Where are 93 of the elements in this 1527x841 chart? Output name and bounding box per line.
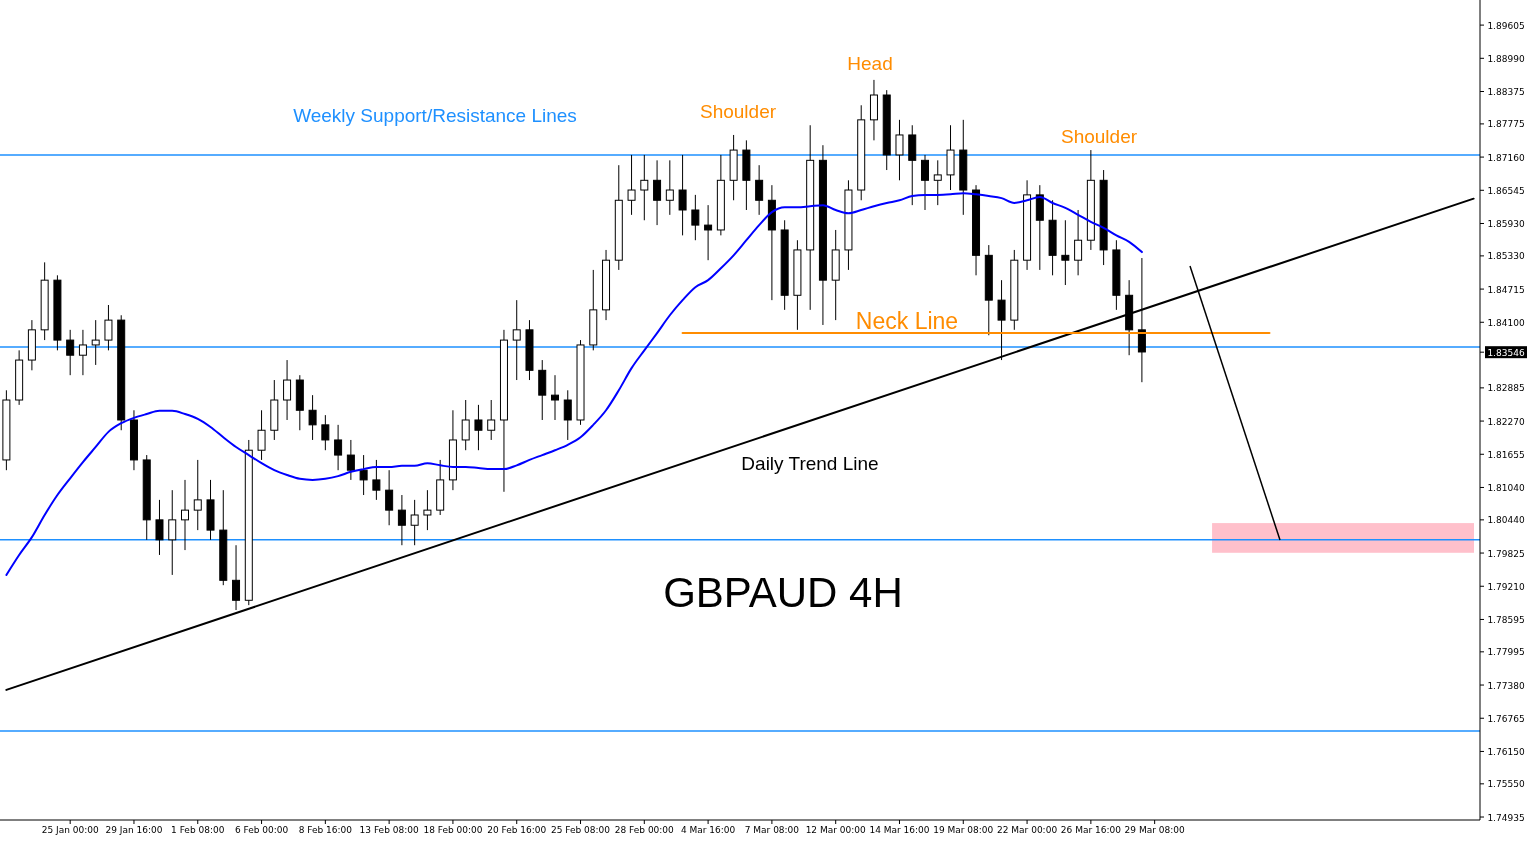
y-tick-label: 1.88375 bbox=[1487, 87, 1525, 97]
candlestick bbox=[653, 159, 662, 226]
x-tick-label: 25 Jan 00:00 bbox=[41, 825, 99, 835]
candlestick bbox=[359, 454, 368, 496]
annotation: Head bbox=[847, 53, 893, 74]
candlestick bbox=[704, 204, 713, 261]
x-tick-label: 1 Feb 08:00 bbox=[171, 825, 225, 835]
y-tick-label: 1.76150 bbox=[1487, 746, 1525, 757]
x-tick-label: 19 Mar 08:00 bbox=[933, 825, 994, 835]
y-tick-label: 1.79210 bbox=[1487, 581, 1525, 592]
annotation: Neck Line bbox=[855, 308, 959, 334]
candlestick bbox=[410, 499, 419, 546]
candlestick bbox=[921, 154, 929, 211]
candlestick bbox=[627, 154, 636, 216]
x-tick-label: 14 Mar 16:00 bbox=[869, 825, 930, 835]
x-tick-label: 29 Jan 16:00 bbox=[105, 825, 163, 835]
y-tick-label: 1.85930 bbox=[1487, 218, 1525, 229]
candlestick bbox=[1061, 219, 1070, 286]
candlestick bbox=[193, 459, 202, 531]
y-tick-label: 1.86545 bbox=[1487, 185, 1525, 196]
candlestick bbox=[283, 359, 292, 421]
x-tick-label: 6 Feb 00:00 bbox=[234, 825, 289, 835]
candlestick bbox=[321, 414, 330, 451]
y-tick-label: 1.80440 bbox=[1487, 515, 1525, 526]
candlestick bbox=[997, 279, 1006, 361]
x-tick-label: 28 Feb 00:00 bbox=[614, 825, 675, 835]
x-tick-label: 8 Feb 16:00 bbox=[298, 825, 353, 835]
candlestick bbox=[91, 319, 100, 366]
candlestick bbox=[168, 489, 177, 576]
y-tick-label: 1.89605 bbox=[1487, 20, 1525, 31]
candlestick bbox=[308, 394, 317, 441]
candlestick bbox=[1137, 257, 1146, 383]
candlestick bbox=[346, 439, 355, 481]
y-tick-label: 1.77995 bbox=[1487, 647, 1525, 658]
candlestick bbox=[104, 304, 113, 351]
x-tick-label: 29 Mar 08:00 bbox=[1124, 825, 1185, 835]
x-tick-label: 7 Mar 08:00 bbox=[744, 825, 800, 835]
annotation: Weekly Support/Resistance Lines bbox=[293, 105, 577, 126]
annotation: Shoulder bbox=[1060, 126, 1138, 147]
candlestick bbox=[933, 159, 942, 206]
candlestick bbox=[640, 154, 649, 221]
candlestick bbox=[385, 469, 394, 526]
candlestick bbox=[563, 389, 572, 441]
candlestick bbox=[397, 494, 406, 546]
annotation: Shoulder bbox=[699, 101, 777, 122]
candlestick bbox=[678, 154, 687, 236]
y-tick-label: 1.76765 bbox=[1487, 713, 1525, 724]
y-tick-label: 1.79825 bbox=[1487, 548, 1525, 559]
y-tick-label: 1.84715 bbox=[1487, 284, 1525, 295]
line-series bbox=[5, 192, 1143, 576]
y-tick-label: 1.83546 bbox=[1487, 347, 1525, 358]
text: GBPAUD 4H bbox=[663, 569, 903, 616]
x-tick-label: 4 Mar 16:00 bbox=[680, 825, 736, 835]
candlestick bbox=[665, 159, 674, 216]
y-tick-label: 1.85330 bbox=[1487, 251, 1525, 262]
candlestick bbox=[372, 459, 381, 501]
y-tick-label: 1.75550 bbox=[1487, 779, 1525, 790]
x-tick-label: 22 Mar 00:00 bbox=[997, 825, 1058, 835]
candlestick bbox=[66, 329, 75, 376]
candlestick bbox=[755, 164, 764, 216]
candlestick bbox=[474, 404, 483, 451]
candlestick bbox=[691, 194, 700, 241]
candlestick bbox=[895, 119, 904, 181]
x-tick-label: 20 Feb 16:00 bbox=[487, 825, 547, 835]
candlestick bbox=[512, 299, 521, 381]
candlestick bbox=[461, 399, 470, 451]
annotation: Daily Trend Line bbox=[741, 453, 879, 474]
y-tick-label: 1.87775 bbox=[1487, 119, 1525, 130]
candlestick bbox=[487, 399, 496, 441]
candlestick bbox=[257, 409, 266, 461]
y-tick-label: 1.82885 bbox=[1487, 383, 1525, 394]
candlestick bbox=[232, 544, 241, 611]
y-tick-label: 1.78595 bbox=[1487, 614, 1525, 625]
y-tick-label: 1.74935 bbox=[1487, 812, 1525, 823]
candlestick bbox=[551, 374, 559, 421]
y-tick-label: 1.82270 bbox=[1487, 416, 1525, 427]
candlestick bbox=[1074, 209, 1083, 276]
candlestick bbox=[78, 329, 87, 376]
candlestick bbox=[181, 479, 189, 551]
x-tick-label: 25 Feb 08:00 bbox=[550, 825, 611, 835]
y-tick-label: 1.84100 bbox=[1487, 317, 1525, 328]
x-tick-label: 18 Feb 00:00 bbox=[423, 825, 483, 835]
candlestick bbox=[155, 499, 164, 556]
y-tick-label: 1.87160 bbox=[1487, 152, 1525, 163]
candlestick bbox=[334, 424, 343, 471]
x-tick-label: 12 Mar 00:00 bbox=[805, 825, 867, 835]
y-tick-label: 1.81040 bbox=[1487, 482, 1525, 493]
x-tick-label: 13 Feb 08:00 bbox=[359, 825, 419, 835]
candlestick bbox=[423, 489, 432, 531]
y-tick-label: 1.88990 bbox=[1487, 53, 1525, 64]
y-tick-label: 1.77380 bbox=[1487, 680, 1525, 691]
x-tick-label: 26 Mar 16:00 bbox=[1060, 825, 1122, 835]
y-tick-label: 1.81655 bbox=[1487, 449, 1525, 460]
